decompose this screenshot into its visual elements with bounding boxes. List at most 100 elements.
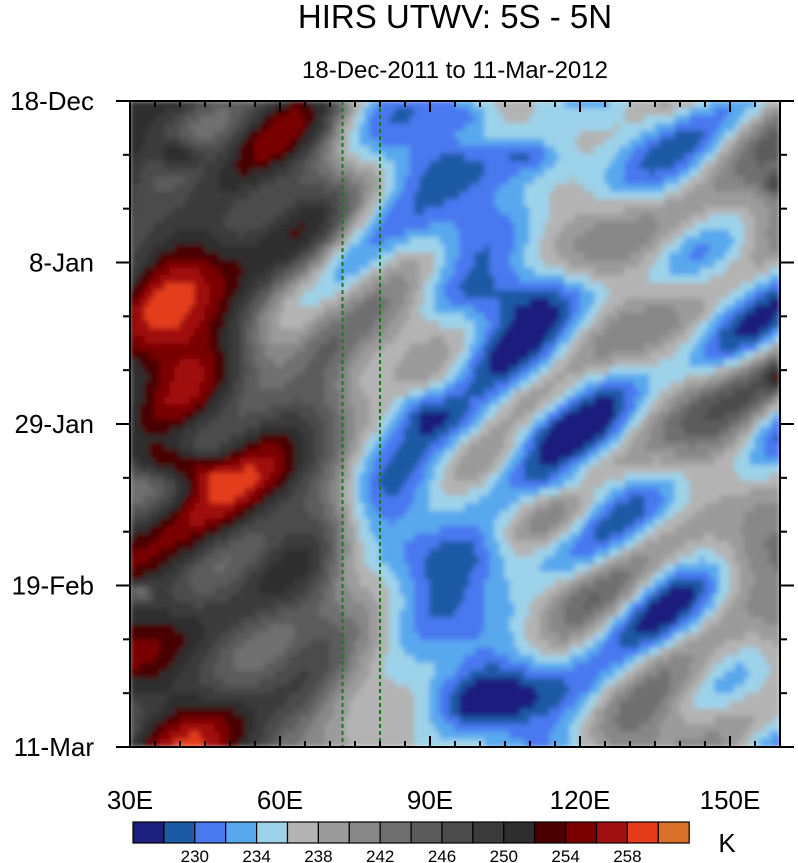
field-cell (629, 130, 636, 140)
field-cell (329, 184, 336, 193)
field-cell (309, 222, 316, 231)
field-cell (234, 244, 241, 254)
field-cell (244, 229, 251, 239)
field-cell (754, 222, 761, 231)
field-cell (449, 153, 456, 163)
field-cell (674, 153, 681, 163)
field-cell (244, 313, 251, 322)
field-cell (284, 176, 291, 186)
field-cell (464, 374, 471, 383)
field-cell (429, 184, 436, 193)
field-cell (634, 260, 641, 269)
field-cell (754, 320, 761, 330)
field-cell (579, 358, 586, 368)
field-cell (154, 320, 161, 330)
field-cell (659, 282, 666, 292)
field-cell (349, 282, 356, 292)
field-cell (719, 290, 726, 300)
field-cell (414, 130, 421, 140)
field-cell (409, 252, 416, 262)
field-cell (204, 374, 211, 383)
field-cell (289, 138, 296, 148)
field-cell (179, 199, 186, 208)
field-cell (479, 282, 486, 292)
field-cell (279, 222, 286, 231)
field-cell (424, 176, 431, 186)
field-cell (249, 191, 256, 201)
field-cell (289, 366, 296, 376)
field-cell (719, 222, 726, 231)
field-cell (379, 275, 386, 284)
field-cell (374, 191, 381, 201)
field-cell (774, 366, 780, 376)
field-cell (539, 351, 546, 360)
field-cell (574, 191, 581, 201)
field-cell (529, 351, 536, 360)
field-cell (314, 320, 321, 330)
field-cell (414, 298, 421, 307)
field-cell (354, 244, 361, 254)
field-cell (234, 313, 241, 322)
field-cell (369, 336, 376, 345)
field-cell (324, 199, 331, 208)
field-cell (704, 374, 711, 383)
field-cell (189, 290, 196, 300)
field-cell (704, 275, 711, 284)
field-cell (469, 168, 476, 178)
field-cell (669, 191, 676, 201)
field-cell (464, 222, 471, 231)
field-cell (564, 260, 571, 269)
field-cell (669, 214, 676, 224)
field-cell (499, 244, 506, 254)
field-cell (589, 275, 596, 284)
field-cell (199, 138, 206, 148)
field-cell (254, 313, 261, 322)
field-cell (399, 320, 406, 330)
field-cell (634, 123, 641, 132)
field-cell (149, 260, 156, 269)
field-cell (509, 343, 516, 353)
field-cell (704, 244, 711, 254)
field-cell (569, 130, 576, 140)
field-cell (289, 358, 296, 368)
field-cell (184, 358, 191, 368)
field-cell (229, 123, 236, 132)
field-cell (744, 168, 751, 178)
field-cell (264, 222, 271, 231)
field-cell (604, 290, 611, 300)
field-cell (514, 366, 521, 376)
field-cell (489, 191, 496, 201)
field-cell (624, 115, 631, 125)
field-cell (229, 336, 236, 345)
field-cell (674, 260, 681, 269)
field-cell (434, 229, 441, 239)
field-cell (314, 313, 321, 322)
field-cell (279, 282, 286, 292)
field-cell (699, 252, 706, 262)
field-cell (534, 108, 541, 117)
field-cell (744, 267, 751, 277)
field-cell (619, 351, 626, 360)
field-cell (584, 267, 591, 277)
field-cell (534, 374, 541, 383)
field-cell (634, 343, 641, 353)
field-cell (754, 206, 761, 216)
field-cell (229, 153, 236, 163)
field-cell (684, 229, 691, 239)
field-cell (469, 320, 476, 330)
field-cell (249, 244, 256, 254)
field-cell (244, 336, 251, 345)
field-cell (744, 146, 751, 155)
field-cell (619, 184, 626, 193)
field-cell (704, 199, 711, 208)
field-cell (304, 282, 311, 292)
field-cell (474, 214, 481, 224)
field-cell (664, 343, 671, 353)
field-cell (219, 108, 226, 117)
field-cell (164, 108, 171, 117)
field-cell (214, 282, 221, 292)
field-cell (739, 123, 746, 132)
field-cell (424, 328, 431, 338)
field-cell (329, 336, 336, 345)
field-cell (219, 328, 226, 338)
